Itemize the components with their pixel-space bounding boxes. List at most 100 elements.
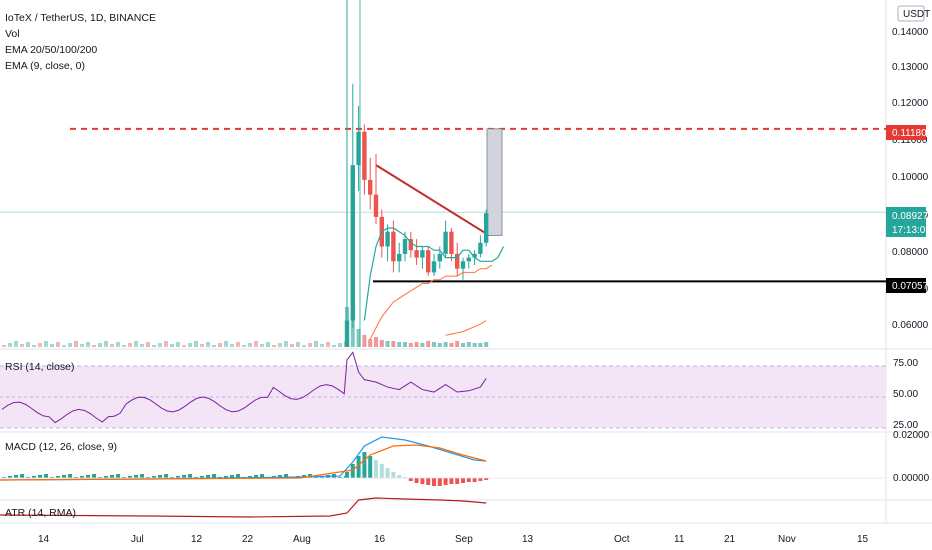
volume-bar xyxy=(86,342,90,347)
macd-histogram-bar xyxy=(80,476,84,478)
macd-histogram-bar xyxy=(104,476,108,478)
volume-bar xyxy=(432,342,436,347)
macd-histogram-bar xyxy=(391,472,396,478)
rsi-line xyxy=(1,351,487,424)
macd-histogram-bar xyxy=(379,464,384,478)
candle-body xyxy=(414,250,419,258)
candle-body xyxy=(426,250,431,273)
candle-body xyxy=(449,231,454,254)
macd-line xyxy=(0,436,487,481)
volume-bar xyxy=(420,343,425,347)
macd-histogram-bar xyxy=(314,477,318,478)
macd-histogram-bar xyxy=(345,472,349,478)
volume-bar xyxy=(290,344,294,347)
volume-bar xyxy=(443,342,448,347)
volume-bar xyxy=(260,344,264,347)
volume-bar xyxy=(62,345,66,347)
macd-histogram-bar xyxy=(68,474,72,478)
macd-histogram-bar xyxy=(200,476,204,478)
macd-histogram-bar xyxy=(26,477,30,478)
candle-body xyxy=(344,320,350,347)
volume-bar xyxy=(182,345,186,347)
macd-histogram-bar xyxy=(38,475,42,478)
volume-bar xyxy=(104,341,108,347)
volume-bar xyxy=(14,341,18,347)
volume-bar xyxy=(146,342,150,347)
candle-body xyxy=(437,253,442,262)
volume-bar xyxy=(20,344,24,347)
macd-histogram-bar xyxy=(472,478,477,482)
volume-bar xyxy=(26,342,30,347)
macd-histogram-bar xyxy=(146,477,150,478)
macd-histogram-bar xyxy=(92,474,96,478)
volume-bar xyxy=(224,341,228,347)
macd-histogram-bar xyxy=(50,477,54,478)
ema-slow-line xyxy=(369,264,493,340)
candle-body xyxy=(350,165,355,321)
macd-histogram-bar xyxy=(248,476,252,478)
volume-bar xyxy=(484,342,489,347)
trendline xyxy=(375,164,487,235)
macd-histogram-bar xyxy=(455,478,460,484)
macd-histogram-bar xyxy=(461,478,465,483)
volume-bar xyxy=(110,344,114,347)
volume-bar xyxy=(314,341,318,347)
macd-histogram-bar xyxy=(254,475,258,478)
macd-histogram-bar xyxy=(478,478,483,481)
volume-bar xyxy=(92,345,96,347)
volume-bar xyxy=(236,342,240,347)
macd-histogram-bar xyxy=(212,474,216,478)
volume-bar xyxy=(403,342,407,347)
macd-histogram-bar xyxy=(122,477,126,478)
macd-histogram-bar xyxy=(466,478,471,482)
volume-bar xyxy=(134,341,138,347)
volume-bar xyxy=(332,345,336,347)
ema-200-line xyxy=(445,320,487,336)
projection-box xyxy=(486,128,503,236)
candle-body xyxy=(466,257,471,262)
volume-bar xyxy=(266,342,270,347)
macd-histogram-bar xyxy=(408,478,413,481)
volume-bar xyxy=(8,343,12,347)
volume-bar xyxy=(212,345,216,347)
macd-histogram-bar xyxy=(224,476,228,478)
candle-body xyxy=(431,261,437,273)
macd-histogram-bar xyxy=(414,478,419,483)
macd-histogram-bar xyxy=(260,474,264,478)
macd-histogram-bar xyxy=(206,475,210,478)
volume-bar xyxy=(437,343,442,347)
candle-body xyxy=(472,253,477,258)
macd-histogram-bar xyxy=(164,474,168,478)
volume-bar xyxy=(350,319,355,347)
volume-bar xyxy=(242,345,246,347)
volume-bar xyxy=(170,344,174,347)
volume-bar xyxy=(391,341,396,347)
macd-histogram-bar xyxy=(403,477,407,478)
volume-bar xyxy=(68,343,72,347)
macd-histogram-bar xyxy=(128,476,132,478)
volume-bar xyxy=(140,344,144,347)
macd-histogram-bar xyxy=(443,478,448,485)
ema9-line xyxy=(363,227,505,321)
candle-body xyxy=(373,194,379,217)
volume-bar xyxy=(478,343,483,347)
volume-bar xyxy=(32,345,36,347)
candle-body xyxy=(408,239,413,251)
volume-bar xyxy=(254,341,258,347)
volume-bar xyxy=(320,344,324,347)
volume-bar xyxy=(218,343,222,347)
volume-bar xyxy=(158,343,162,347)
volume-bar xyxy=(152,345,156,347)
volume-bar xyxy=(461,343,465,347)
macd-signal-line xyxy=(0,444,487,481)
macd-histogram-bar xyxy=(188,474,192,478)
volume-bar xyxy=(472,343,477,347)
volume-bar xyxy=(308,343,312,347)
volume-bar xyxy=(206,342,210,347)
candle-body xyxy=(402,239,408,254)
macd-histogram-bar xyxy=(2,477,6,478)
volume-bar xyxy=(414,342,419,347)
volume-bar xyxy=(80,344,84,347)
macd-histogram-bar xyxy=(116,474,120,478)
